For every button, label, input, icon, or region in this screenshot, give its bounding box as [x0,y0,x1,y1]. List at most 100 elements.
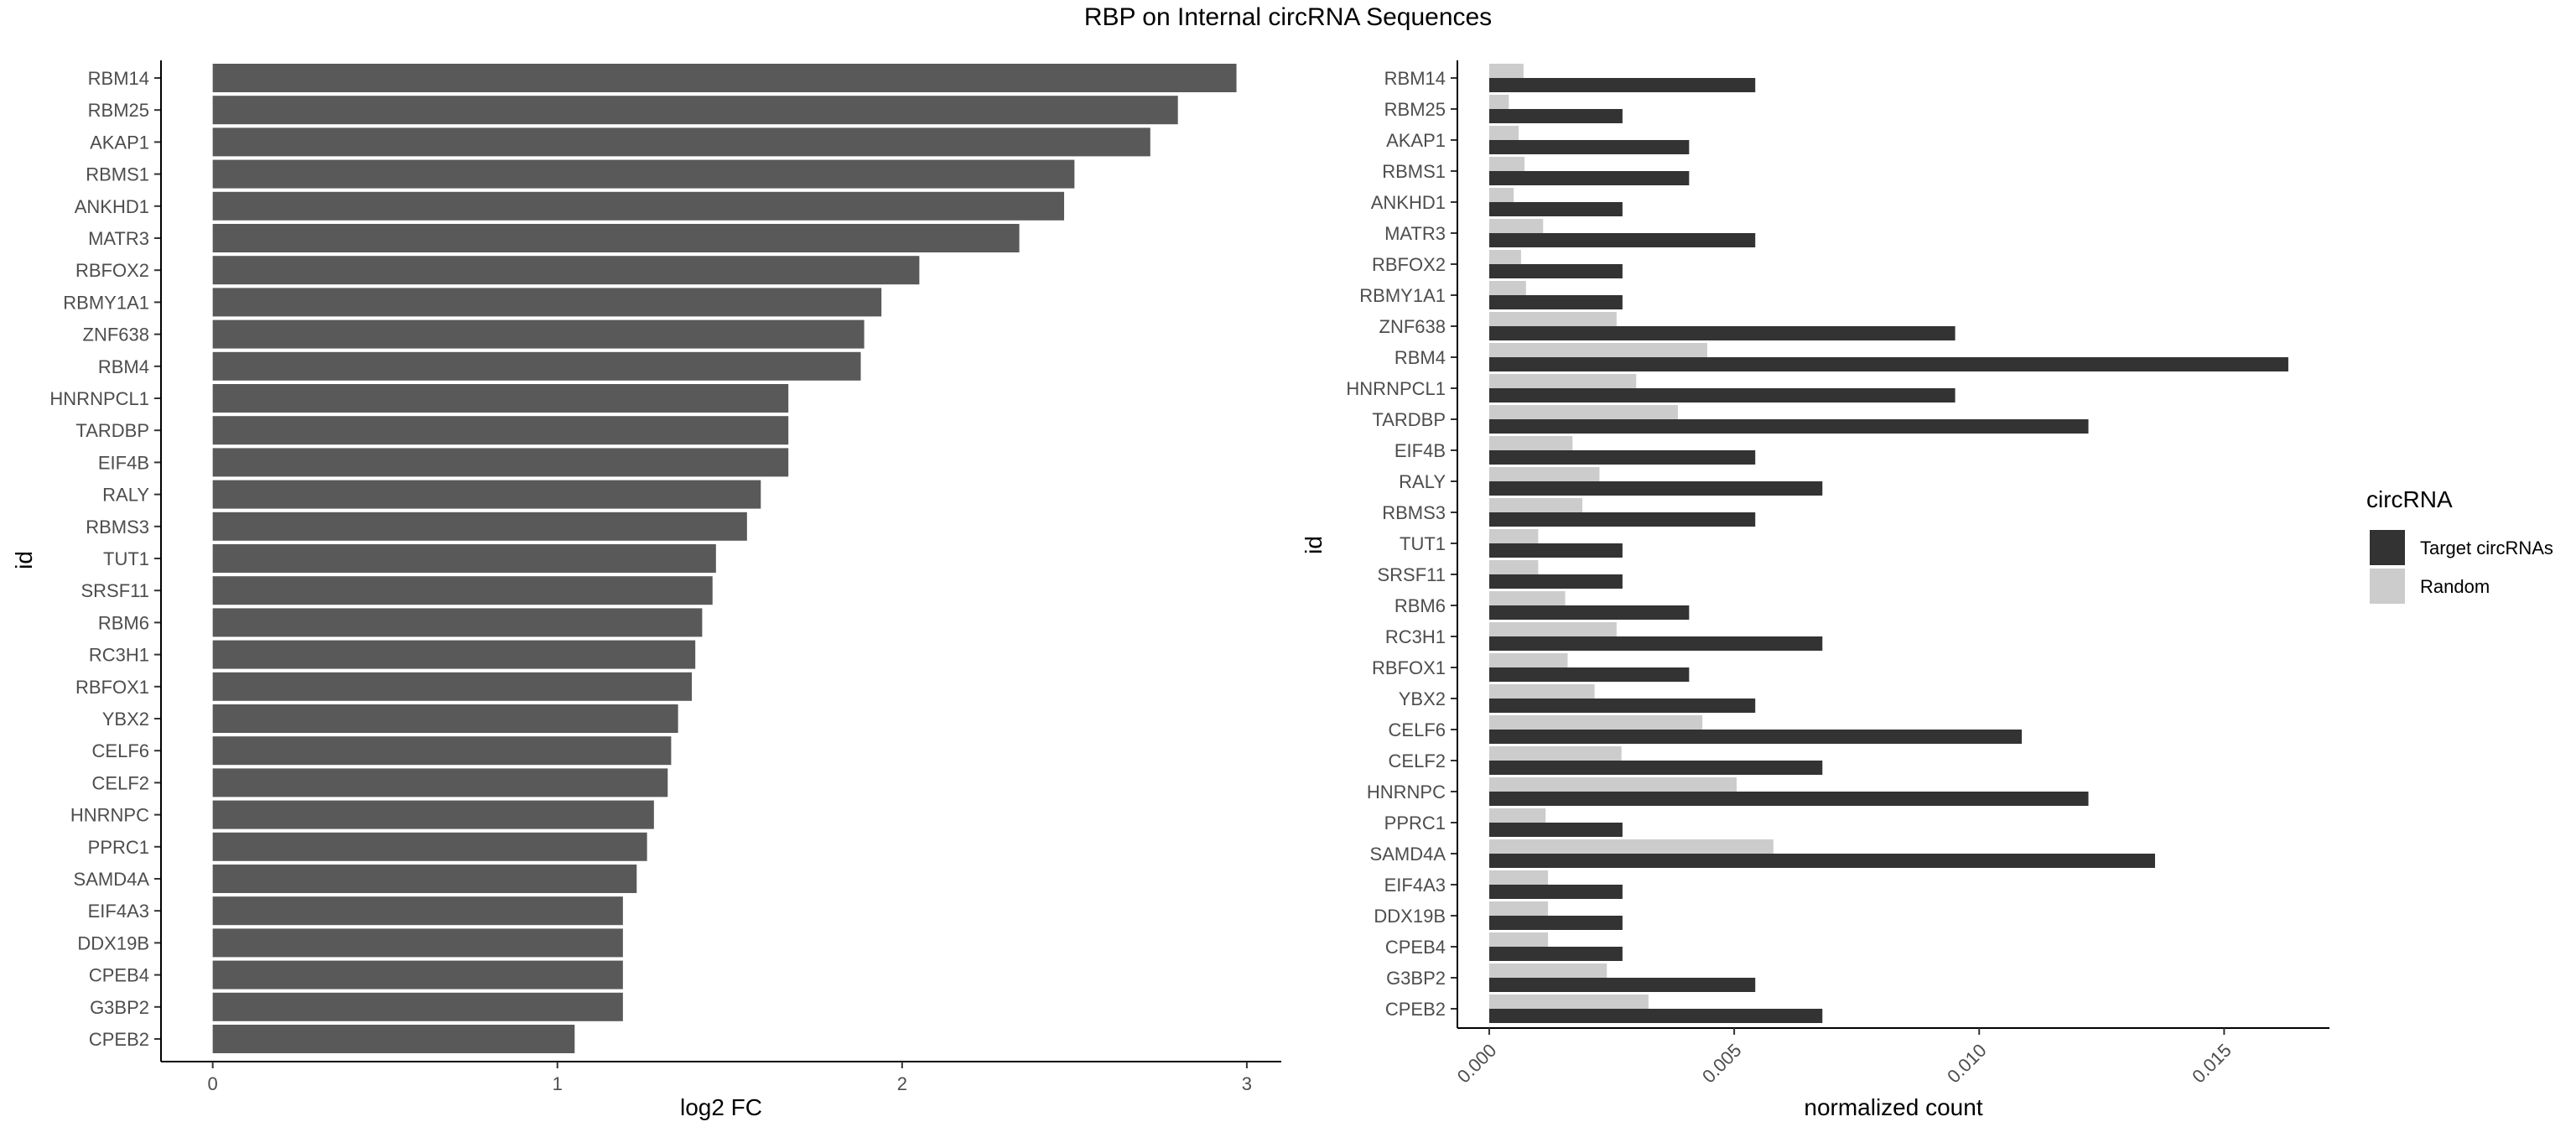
y-tick-label: TUT1 [1400,533,1446,554]
bar-target-eif4a3 [1488,885,1623,899]
y-tick-label: CPEB2 [89,1029,149,1050]
legend-title: circRNA [2366,486,2453,512]
x-tick-label: 0.005 [1698,1040,1746,1088]
bar-random-rbmy1a1 [1488,281,1526,295]
bar-rbfox1 [212,672,693,701]
bar-target-rbm6 [1488,605,1690,620]
bar-random-rbfox1 [1488,653,1568,667]
bar-random-rbms3 [1488,498,1582,512]
bar-random-srsf11 [1488,560,1539,574]
bar-rbmy1a1 [212,288,882,317]
y-tick-label: MATR3 [88,228,149,249]
bar-random-samd4a [1488,839,1774,854]
bar-znf638 [212,319,865,349]
log2fc-panel: RBM14 RBM25 AKAP1 RBMS1 ANKHD1 MATR3 RBFOX2 RBM… [11,60,1281,1120]
bar-target-rbm4 [1488,357,2288,371]
x-tick-label: 0.000 [1453,1040,1501,1088]
y-tick-label: EIF4A3 [88,901,149,922]
bar-random-znf638 [1488,312,1617,326]
y-tick-label: HNRNPCL1 [49,388,149,409]
bar-target-cpeb2 [1488,1009,1823,1023]
y-tick-label: RALY [102,485,149,506]
legend-label-target-circrnas: Target circRNAs [2420,538,2553,558]
x-axis-title: normalized count [1804,1094,1982,1120]
y-tick-label: DDX19B [77,932,149,953]
y-tick-label: AKAP1 [90,132,149,153]
bar-g3bp2 [212,992,623,1021]
y-tick-label: RBFOX1 [1372,657,1446,678]
bar-celf6 [212,736,672,766]
y-tick-label: RBMS1 [1382,161,1446,182]
bar-random-ddx19b [1488,901,1549,916]
y-tick-label: MATR3 [1384,223,1446,244]
bar-target-tardbp [1488,419,2089,434]
y-tick-label: RBM4 [98,356,149,377]
bar-random-hnrnpcl1 [1488,374,1637,388]
y-tick-label: HNRNPC [70,805,149,826]
y-tick-label: PPRC1 [88,837,149,858]
y-tick-label: DDX19B [1374,906,1446,927]
bar-target-rbm25 [1488,109,1623,123]
y-tick-label: G3BP2 [1386,968,1446,989]
x-tick-label: 1 [553,1073,563,1094]
y-tick-label: HNRNPCL1 [1346,378,1446,399]
bar-target-rbmy1a1 [1488,295,1623,309]
page-title: RBP on Internal circRNA Sequences [1083,3,1493,31]
x-tick-label: 0.015 [2188,1040,2236,1088]
bar-target-srsf11 [1488,574,1623,589]
bar-raly [212,480,761,509]
y-tick-label: ZNF638 [83,325,149,345]
bar-target-celf6 [1488,730,2023,744]
y-axis-title: id [11,551,37,569]
y-tick-label: RBM14 [1384,68,1446,89]
bar-random-raly [1488,467,1600,481]
bar-cpeb2 [212,1025,575,1053]
bar-target-rbfox2 [1488,264,1623,278]
y-axis-title: id [1301,536,1327,554]
y-tick-label: RBMY1A1 [1359,285,1446,306]
bar-ddx19b [212,928,623,958]
y-tick-label: AKAP1 [1386,130,1446,151]
y-tick-label: SRSF11 [80,580,149,601]
bar-random-pprc1 [1488,808,1546,823]
bar-target-ddx19b [1488,916,1623,930]
bar-target-tut1 [1488,543,1623,558]
bar-rbfox2 [212,256,920,285]
y-tick-label: CELF6 [92,740,149,761]
bar-random-matr3 [1488,219,1544,233]
y-tick-label: PPRC1 [1384,813,1446,834]
bar-target-rbms1 [1488,171,1690,185]
bar-celf2 [212,768,668,797]
bar-random-rbms1 [1488,157,1525,171]
bar-tut1 [212,544,716,573]
y-tick-label: TUT1 [103,548,149,569]
y-tick-label: RBFOX2 [75,260,149,281]
y-tick-label: RBFOX1 [75,677,149,698]
bar-random-rbm25 [1488,95,1509,109]
x-tick-label: 0 [208,1073,218,1094]
y-tick-label: RBFOX2 [1372,254,1446,275]
bar-target-ybx2 [1488,699,1756,713]
bar-random-cpeb2 [1488,995,1649,1009]
y-tick-label: YBX2 [1399,688,1446,709]
y-tick-label: SAMD4A [74,869,150,890]
legend: circRNA Target circRNAs Random [2366,486,2553,604]
y-tick-label: RBM6 [1394,595,1446,616]
y-tick-label: CPEB4 [1385,937,1446,958]
bar-target-matr3 [1488,233,1756,247]
x-tick-label: 0.010 [1943,1040,1991,1088]
y-tick-label: CELF2 [92,772,149,793]
bar-random-tut1 [1488,529,1539,543]
bar-target-ankhd1 [1488,202,1623,216]
bar-target-rc3h1 [1488,636,1823,651]
x-axis-title: log2 FC [680,1094,762,1120]
bar-rbm14 [212,64,1237,92]
y-tick-label: RBM4 [1394,347,1446,368]
bar-matr3 [212,224,1020,252]
legend-label-random: Random [2420,576,2490,597]
y-tick-label: YBX2 [102,709,149,730]
bar-target-akap1 [1488,140,1690,154]
y-tick-label: RC3H1 [89,645,149,666]
y-tick-label: G3BP2 [90,997,149,1018]
